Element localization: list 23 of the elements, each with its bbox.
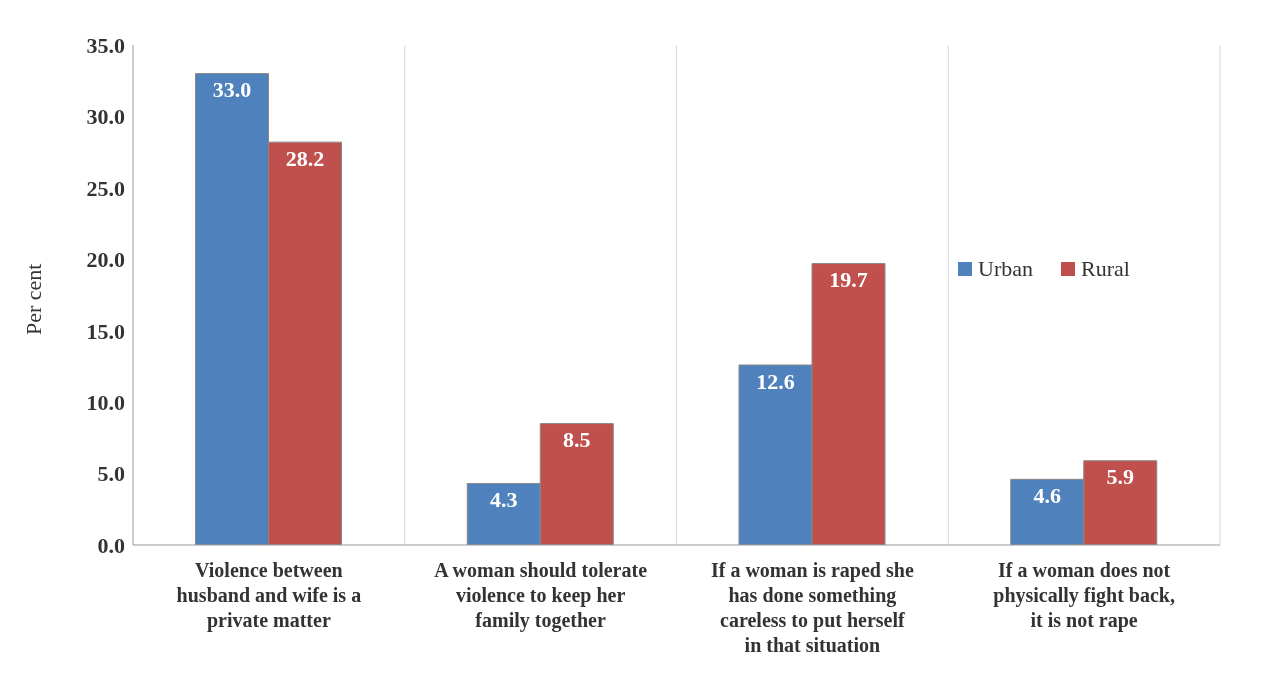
data-label: 8.5 [563, 427, 591, 453]
y-tick-label: 10.0 [86, 389, 125, 415]
x-tick-label: Violence between husband and wife is a private matter [176, 559, 362, 632]
y-tick-label: 0.0 [97, 532, 125, 558]
data-label: 12.6 [756, 368, 795, 394]
x-tick-label: If a woman does not physically fight back, it is not rape [993, 559, 1175, 632]
y-tick-label: 35.0 [86, 32, 125, 58]
legend-label: Urban [977, 256, 1033, 282]
legend-label: Rural [1080, 256, 1130, 282]
data-label: 28.2 [285, 145, 325, 171]
data-label: 4.6 [1033, 482, 1061, 508]
y-tick-label: 30.0 [86, 104, 125, 130]
data-label: 33.0 [212, 77, 252, 103]
y-axis-title: Per cent [20, 263, 46, 335]
y-tick-label: 15.0 [86, 318, 125, 344]
data-label: 19.7 [829, 267, 868, 293]
y-tick-label: 25.0 [86, 175, 125, 201]
data-label: 4.3 [490, 487, 518, 513]
y-tick-label: 20.0 [86, 247, 125, 273]
x-tick-label: If a woman is raped she has done something careless to put herself in that situation [710, 559, 914, 656]
y-tick-label: 5.0 [97, 461, 125, 487]
data-label: 5.9 [1106, 464, 1134, 490]
x-tick-label: A woman should tolerate violence to keep her family together [434, 559, 648, 632]
